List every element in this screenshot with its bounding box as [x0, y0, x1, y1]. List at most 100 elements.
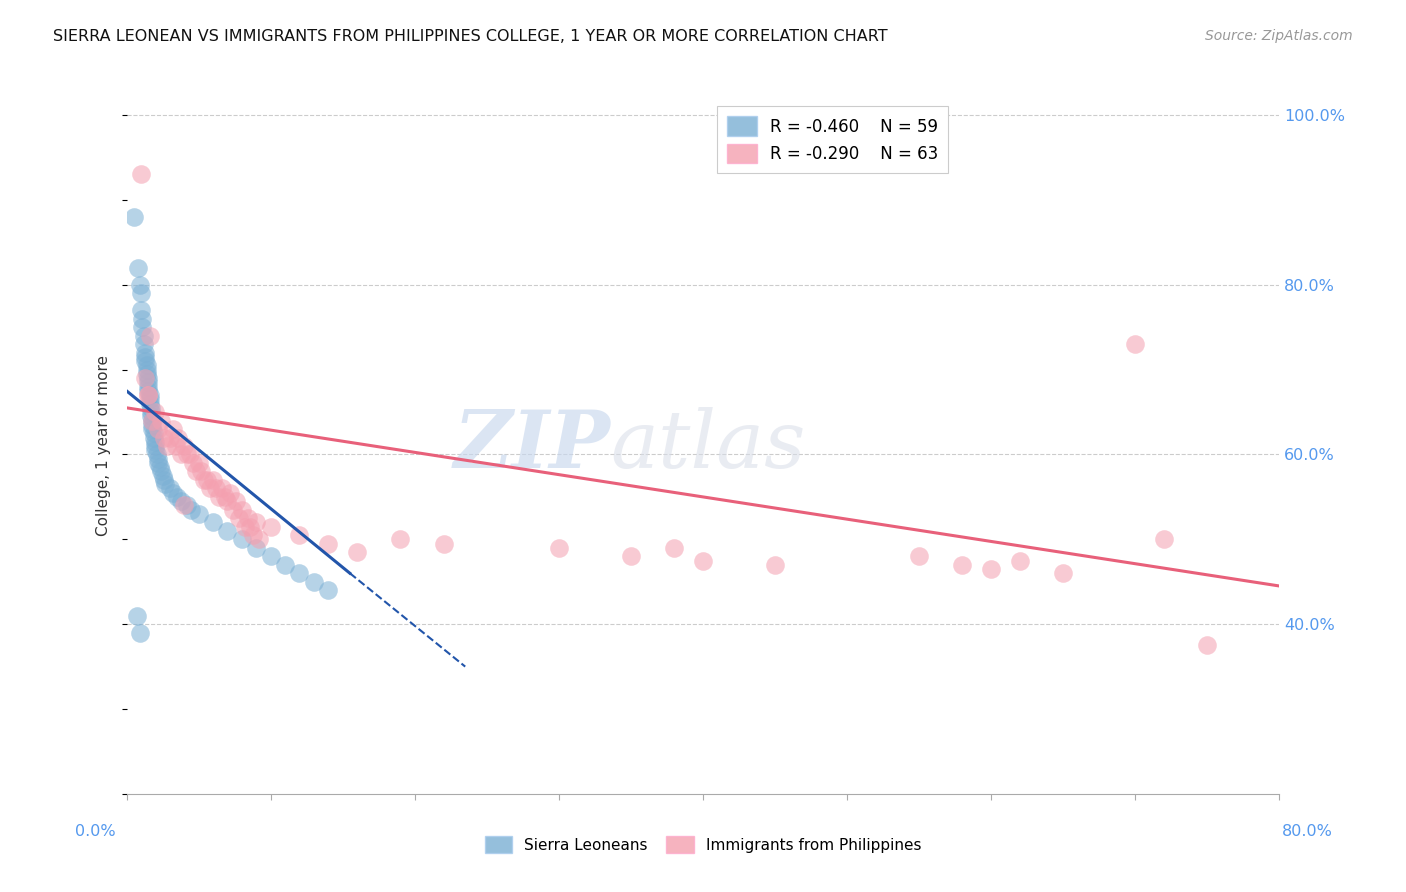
Point	[153, 473, 176, 487]
Point	[153, 430, 176, 444]
Text: atlas: atlas	[610, 408, 806, 484]
Point	[231, 533, 253, 547]
Point	[145, 405, 166, 419]
Point	[219, 485, 242, 500]
Point	[259, 519, 281, 533]
Point	[288, 566, 311, 581]
Point	[548, 541, 571, 555]
Point	[136, 371, 159, 385]
Point	[132, 337, 155, 351]
Point	[245, 541, 267, 555]
Point	[159, 430, 181, 444]
Point	[129, 168, 152, 182]
Point	[173, 439, 195, 453]
Point	[141, 413, 163, 427]
Point	[190, 465, 212, 479]
Point	[763, 558, 786, 572]
Point	[155, 477, 177, 491]
Point	[136, 388, 159, 402]
Point	[145, 443, 166, 458]
Point	[176, 448, 198, 462]
Point	[139, 401, 162, 415]
Point	[214, 490, 236, 504]
Point	[302, 574, 325, 589]
Point	[128, 625, 150, 640]
Point	[125, 608, 148, 623]
Point	[170, 448, 193, 462]
Point	[1010, 553, 1032, 567]
Point	[134, 354, 156, 368]
Point	[173, 499, 195, 513]
Point	[389, 533, 412, 547]
Point	[136, 376, 159, 390]
Point	[318, 583, 340, 598]
Point	[346, 545, 368, 559]
Point	[170, 494, 193, 508]
Point	[433, 536, 456, 550]
Point	[134, 345, 156, 359]
Point	[217, 524, 239, 538]
Point	[950, 558, 973, 572]
Point	[127, 260, 149, 275]
Text: Source: ZipAtlas.com: Source: ZipAtlas.com	[1205, 29, 1353, 43]
Point	[202, 473, 225, 487]
Point	[217, 494, 239, 508]
Point	[138, 392, 160, 407]
Point	[236, 511, 259, 525]
Point	[136, 379, 159, 393]
Point	[228, 511, 250, 525]
Y-axis label: College, 1 year or more: College, 1 year or more	[96, 356, 111, 536]
Point	[135, 359, 157, 373]
Text: 0.0%: 0.0%	[76, 824, 115, 838]
Point	[138, 396, 160, 410]
Point	[129, 286, 152, 301]
Point	[128, 277, 150, 292]
Point	[908, 549, 931, 564]
Point	[139, 409, 162, 424]
Point	[138, 328, 160, 343]
Point	[193, 473, 215, 487]
Point	[198, 482, 221, 496]
Point	[233, 519, 256, 533]
Point	[259, 549, 281, 564]
Point	[135, 362, 157, 376]
Point	[131, 320, 153, 334]
Legend: R = -0.460    N = 59, R = -0.290    N = 63: R = -0.460 N = 59, R = -0.290 N = 63	[717, 106, 948, 173]
Point	[156, 439, 179, 453]
Text: SIERRA LEONEAN VS IMMIGRANTS FROM PHILIPPINES COLLEGE, 1 YEAR OR MORE CORRELATIO: SIERRA LEONEAN VS IMMIGRANTS FROM PHILIP…	[53, 29, 889, 44]
Point	[247, 533, 270, 547]
Point	[166, 490, 188, 504]
Point	[318, 536, 340, 550]
Point	[620, 549, 643, 564]
Point	[149, 460, 172, 475]
Point	[288, 528, 311, 542]
Point	[274, 558, 297, 572]
Point	[162, 485, 184, 500]
Point	[195, 473, 218, 487]
Point	[239, 519, 262, 533]
Legend: Sierra Leoneans, Immigrants from Philippines: Sierra Leoneans, Immigrants from Philipp…	[478, 830, 928, 859]
Point	[145, 439, 166, 453]
Point	[141, 413, 163, 427]
Point	[136, 384, 159, 398]
Point	[138, 388, 160, 402]
Point	[148, 456, 170, 470]
Point	[148, 422, 170, 436]
Point	[159, 482, 181, 496]
Point	[129, 303, 152, 318]
Point	[202, 516, 225, 530]
Point	[134, 350, 156, 364]
Point	[222, 502, 245, 516]
Point	[176, 499, 198, 513]
Point	[205, 482, 228, 496]
Point	[134, 371, 156, 385]
Point	[692, 553, 714, 567]
Point	[142, 426, 165, 441]
Point	[1125, 337, 1147, 351]
Point	[152, 468, 174, 483]
Point	[139, 405, 162, 419]
Point	[1052, 566, 1074, 581]
Point	[211, 482, 233, 496]
Point	[1153, 533, 1175, 547]
Point	[664, 541, 686, 555]
